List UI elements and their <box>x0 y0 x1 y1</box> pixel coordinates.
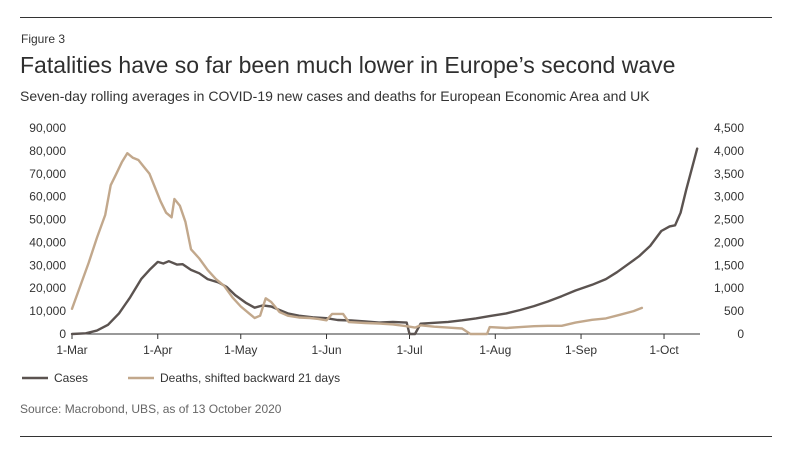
y-left-tick-label: 70,000 <box>29 167 66 181</box>
y-right-tick-label: 2,000 <box>714 235 744 249</box>
source-note: Source: Macrobond, UBS, as of 13 October… <box>20 402 282 416</box>
left-axis: 0 10,000 20,000 30,000 40,000 50,000 60,000 70,… <box>29 121 66 341</box>
legend-deaths: Deaths, shifted backward 21 days <box>128 371 340 385</box>
y-right-tick-label: 4,000 <box>714 144 744 158</box>
legend-label: Deaths, shifted backward 21 days <box>160 371 340 385</box>
y-left-tick-label: 80,000 <box>29 144 66 158</box>
y-left-tick-label: 40,000 <box>29 235 66 249</box>
y-left-tick-label: 20,000 <box>29 281 66 295</box>
y-right-tick-label: 3,000 <box>714 190 744 204</box>
y-right-tick-label: 4,500 <box>714 121 744 135</box>
series-lines <box>70 147 699 336</box>
x-axis: 1-Mar 1-Apr 1-May 1-Jun 1-Jul 1-Aug 1-Sep 1-Oct <box>56 333 700 357</box>
y-right-tick-label: 3,500 <box>714 167 744 181</box>
deaths-line <box>70 152 644 336</box>
chart-title: Fatalities have so far been much lower i… <box>20 52 676 78</box>
y-right-tick-label: 2,500 <box>714 213 744 227</box>
y-left-tick-label: 10,000 <box>29 304 66 318</box>
bottom-rule <box>20 436 772 437</box>
legend-label: Cases <box>54 371 88 385</box>
x-tick-label: 1-Jul <box>397 343 423 357</box>
x-tick-label: 1-Jun <box>312 343 342 357</box>
x-tick-label: 1-Aug <box>479 343 511 357</box>
x-tick-label: 1-Apr <box>143 343 172 357</box>
y-left-tick-label: 90,000 <box>29 121 66 135</box>
line-chart: 0 10,000 20,000 30,000 40,000 50,000 60,000 70,… <box>22 121 744 385</box>
x-tick-label: 1-Mar <box>56 343 87 357</box>
x-tick-label: 1-May <box>224 343 257 357</box>
y-left-tick-label: 30,000 <box>29 258 66 272</box>
x-tick-label: 1-Sep <box>565 343 597 357</box>
chart-subtitle: Seven-day rolling averages in COVID-19 n… <box>20 88 650 104</box>
top-rule <box>20 17 772 18</box>
y-right-tick-label: 1,000 <box>714 281 744 295</box>
y-left-tick-label: 60,000 <box>29 190 66 204</box>
legend-cases: Cases <box>22 371 88 385</box>
legend: Cases Deaths, shifted backward 21 days <box>22 371 340 385</box>
y-left-tick-label: 50,000 <box>29 213 66 227</box>
right-axis: 0 500 1,000 1,500 2,000 2,500 3,000 3,500 4,000 4… <box>714 121 744 341</box>
x-tick-label: 1-Oct <box>649 343 679 357</box>
y-right-tick-label: 1,500 <box>714 258 744 272</box>
figure-label: Figure 3 <box>21 32 66 46</box>
y-right-tick-label: 500 <box>724 304 744 318</box>
y-right-tick-label: 0 <box>737 327 744 341</box>
y-left-tick-label: 0 <box>59 327 66 341</box>
cases-line <box>70 147 699 336</box>
